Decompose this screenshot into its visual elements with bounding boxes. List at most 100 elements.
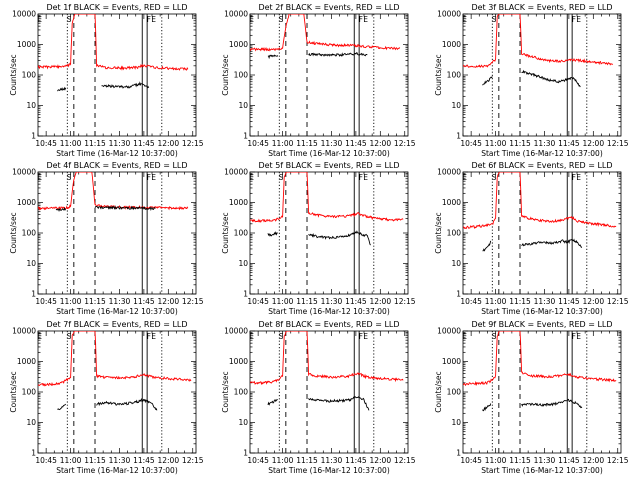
marker-label: F xyxy=(359,15,363,24)
series-group xyxy=(463,172,617,252)
marker-label: E xyxy=(363,332,368,341)
x-tick-label: 11:30 xyxy=(109,297,131,306)
y-tick-label: 100 xyxy=(234,71,249,80)
y-tick-label: 1 xyxy=(456,290,461,299)
marker-label: F xyxy=(572,173,576,182)
plot-frame xyxy=(249,330,409,454)
series-events xyxy=(308,52,368,57)
series-group xyxy=(38,14,189,92)
y-tick-label: 1 xyxy=(31,449,36,458)
x-tick-label: 10:45 xyxy=(247,139,269,148)
x-tick-label: 12:00 xyxy=(157,456,179,465)
series-events xyxy=(308,230,371,246)
marker-label: E xyxy=(363,173,368,182)
x-axis-label: Start Time (16-Mar-12 10:37:00) xyxy=(481,307,603,316)
x-tick-label: 11:45 xyxy=(345,297,367,306)
x-tick-label: 12:15 xyxy=(607,139,629,148)
series-lld xyxy=(463,172,617,230)
y-tick-label: 10 xyxy=(238,101,248,110)
y-tick-label: 10000 xyxy=(12,168,36,177)
x-tick-label: 12:00 xyxy=(582,297,604,306)
x-tick-label: 12:00 xyxy=(369,297,391,306)
plot-frame xyxy=(37,330,197,454)
x-tick-label: 11:00 xyxy=(272,297,294,306)
y-tick-label: 10 xyxy=(451,101,461,110)
x-tick-label: 11:30 xyxy=(321,456,343,465)
x-tick-label: 11:30 xyxy=(109,139,131,148)
y-tick-label: 1000 xyxy=(17,40,36,49)
x-tick-label: 11:30 xyxy=(534,297,556,306)
panel-title: Det 4f BLACK = Events, RED = LLD xyxy=(46,161,187,170)
series-events xyxy=(267,398,278,406)
marker-label: E xyxy=(462,15,467,24)
y-tick-label: 10 xyxy=(26,101,36,110)
y-tick-label: 1 xyxy=(456,449,461,458)
y-tick-label: 100 xyxy=(234,229,249,238)
x-tick-label: 11:45 xyxy=(558,297,580,306)
x-tick-label: 10:45 xyxy=(460,456,482,465)
y-tick-label: 10000 xyxy=(437,10,461,19)
panel-det-3f: Det 3f BLACK = Events, RED = LLD Counts/s… xyxy=(434,3,629,158)
series-group xyxy=(250,331,404,411)
series-lld xyxy=(38,14,189,71)
y-tick-label: 10000 xyxy=(224,168,248,177)
marker-label: E xyxy=(576,332,581,341)
x-tick-label: 11:00 xyxy=(60,139,82,148)
y-tick-label: 100 xyxy=(22,71,37,80)
y-tick-label: 10000 xyxy=(437,168,461,177)
x-tick-label: 12:15 xyxy=(182,297,204,306)
series-group xyxy=(463,331,617,412)
y-tick-label: 1000 xyxy=(229,40,248,49)
x-tick-label: 12:15 xyxy=(394,139,416,148)
x-tick-label: 11:45 xyxy=(558,139,580,148)
y-tick-label: 1000 xyxy=(442,198,461,207)
y-tick-label: 10000 xyxy=(12,10,36,19)
panel-title: Det 7f BLACK = Events, RED = LLD xyxy=(46,320,187,329)
x-tick-label: 12:15 xyxy=(394,297,416,306)
x-tick-label: 11:45 xyxy=(133,139,155,148)
x-tick-label: 10:45 xyxy=(247,297,269,306)
series-events xyxy=(482,240,492,252)
series-events xyxy=(96,397,158,411)
panel-title: Det 9f BLACK = Events, RED = LLD xyxy=(471,320,612,329)
marker-label: E xyxy=(249,332,254,341)
marker-label: F xyxy=(359,332,363,341)
y-tick-label: 10000 xyxy=(437,327,461,336)
series-lld xyxy=(38,331,192,387)
series-group xyxy=(250,172,404,246)
series-events xyxy=(308,396,370,411)
plot-frame xyxy=(37,13,197,137)
x-tick-label: 10:45 xyxy=(35,297,57,306)
marker-label: F xyxy=(147,173,151,182)
x-tick-label: 11:45 xyxy=(558,456,580,465)
series-group xyxy=(38,331,192,411)
plot-frame xyxy=(37,171,197,295)
series-events xyxy=(521,238,583,248)
marker-label: E xyxy=(151,15,156,24)
plot-frame xyxy=(249,171,409,295)
marker-label: S xyxy=(67,173,72,182)
x-tick-label: 11:15 xyxy=(84,297,106,306)
x-axis-label: Start Time (16-Mar-12 10:37:00) xyxy=(481,466,603,475)
x-tick-label: 11:00 xyxy=(485,139,507,148)
panel-det-6f: Det 6f BLACK = Events, RED = LLD Counts/s… xyxy=(434,161,629,316)
marker-label: E xyxy=(151,173,156,182)
panel-title: Det 2f BLACK = Events, RED = LLD xyxy=(258,3,399,12)
y-tick-label: 1 xyxy=(31,132,36,141)
y-axis-label: Counts/sec xyxy=(434,371,443,412)
x-tick-label: 11:30 xyxy=(109,456,131,465)
x-axis-label: Start Time (16-Mar-12 10:37:00) xyxy=(56,307,178,316)
marker-label: E xyxy=(462,332,467,341)
y-tick-label: 100 xyxy=(447,388,462,397)
x-tick-label: 12:00 xyxy=(369,456,391,465)
x-tick-label: 10:45 xyxy=(35,456,57,465)
x-tick-label: 11:15 xyxy=(296,297,318,306)
x-tick-label: 11:00 xyxy=(485,456,507,465)
x-tick-label: 11:00 xyxy=(60,456,82,465)
x-tick-label: 10:45 xyxy=(460,139,482,148)
marker-label: F xyxy=(359,173,363,182)
x-tick-label: 11:45 xyxy=(133,456,155,465)
panel-title: Det 6f BLACK = Events, RED = LLD xyxy=(471,161,612,170)
marker-label: F xyxy=(147,332,151,341)
panel-title: Det 1f BLACK = Events, RED = LLD xyxy=(46,3,187,12)
